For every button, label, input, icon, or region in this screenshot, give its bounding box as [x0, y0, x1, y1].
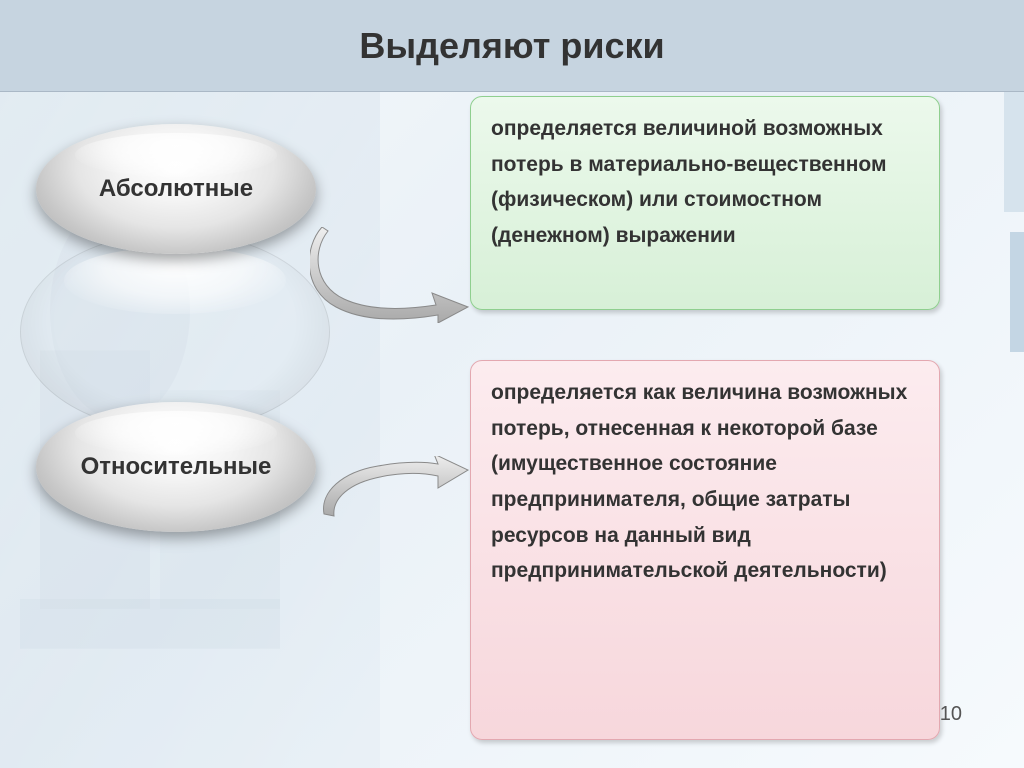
decorative-accent-1: [1004, 92, 1024, 212]
bubble-absolute-label: Абсолютные: [99, 175, 253, 203]
bubble-relative: Относительные: [36, 402, 316, 532]
description-relative-text: определяется как величина возможных поте…: [491, 381, 907, 582]
content-area: Абсолютные Относительные: [0, 92, 1024, 768]
connector-arrow-1: [310, 227, 470, 323]
description-absolute-text: определяется величиной возможных потерь …: [491, 117, 887, 247]
decorative-accent-2: [1010, 232, 1024, 352]
bubble-absolute: Абсолютные: [36, 124, 316, 254]
description-relative: определяется как величина возможных поте…: [470, 360, 940, 740]
description-absolute: определяется величиной возможных потерь …: [470, 96, 940, 310]
bubble-relative-label: Относительные: [81, 453, 272, 481]
connector-arrow-2: [318, 456, 470, 522]
page-number: 10: [940, 703, 962, 726]
page-title: Выделяют риски: [359, 25, 664, 67]
slide: Выделяют риски Абсолютные О: [0, 0, 1024, 768]
header-bar: Выделяют риски: [0, 0, 1024, 92]
